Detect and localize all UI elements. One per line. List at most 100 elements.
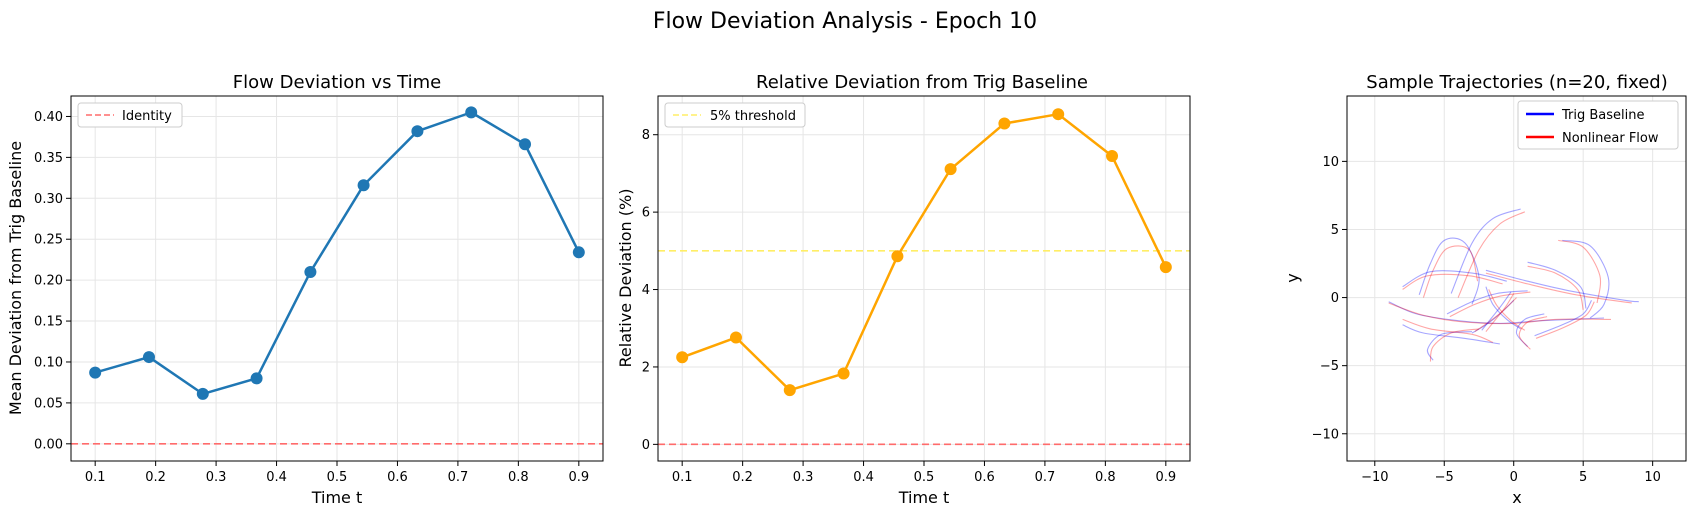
trajectory-line xyxy=(1426,331,1473,361)
trajectory-line xyxy=(1474,297,1517,333)
x-tick-label: 0.7 xyxy=(1035,470,1056,485)
data-point xyxy=(944,163,957,176)
trajectory-line xyxy=(1422,245,1479,298)
y-tick-label: 0.25 xyxy=(34,233,63,248)
trajectory-line xyxy=(1534,300,1592,337)
trajectory-line xyxy=(1402,318,1494,344)
axis-ticks: 0.1 0.2 0.3 0.4 0.5 0.6 0.7 0.8 0.9 0 2 4 6 8 xyxy=(642,128,1176,485)
trajectory-line xyxy=(1527,261,1587,309)
trajectory-line xyxy=(1518,316,1548,350)
panel-title: Flow Deviation vs Time xyxy=(233,72,441,93)
panel-title: Relative Deviation from Trig Baseline xyxy=(756,72,1088,93)
y-tick-label: 4 xyxy=(642,283,650,298)
grid-lines xyxy=(1347,96,1686,461)
y-axis-label: y xyxy=(1283,273,1302,282)
data-point xyxy=(729,331,742,344)
trajectory-line xyxy=(1446,290,1528,315)
trajectory-line xyxy=(1388,301,1605,324)
x-tick-label: 0.5 xyxy=(327,470,348,485)
data-point xyxy=(1052,108,1065,121)
legend-box xyxy=(1517,100,1679,150)
trajectory-line xyxy=(1485,272,1632,304)
y-tick-label: 0.15 xyxy=(34,315,63,330)
x-tick-label: 0.1 xyxy=(85,470,106,485)
x-tick-label: 10 xyxy=(1644,470,1661,485)
series-line xyxy=(681,112,1167,392)
x-tick-label: 0.4 xyxy=(266,470,287,485)
legend-box xyxy=(77,102,183,128)
data-point xyxy=(357,179,370,192)
y-tick-label: −10 xyxy=(1312,427,1339,442)
panel-flow-deviation: Flow Deviation vs Time 0.1 0.2 0.3 0.4 0.5 0.… xyxy=(6,72,604,507)
legend: 5% threshold xyxy=(664,102,806,128)
y-tick-label: 0.40 xyxy=(34,110,63,125)
y-tick-label: 10 xyxy=(1322,155,1339,170)
series-line xyxy=(94,111,580,396)
x-tick-label: 0.4 xyxy=(853,470,874,485)
data-point xyxy=(89,366,102,379)
plot-frame xyxy=(1346,95,1687,462)
y-axis-label: Mean Deviation from Trig Baseline xyxy=(6,141,25,415)
x-tick-label: 0.2 xyxy=(145,470,166,485)
axis-ticks: 0.1 0.2 0.3 0.4 0.5 0.6 0.7 0.8 0.9 0.00 0.05 0.10 0… xyxy=(34,110,589,485)
x-tick-label: 0.6 xyxy=(974,470,995,485)
y-tick-label: 0.35 xyxy=(34,151,63,166)
data-point xyxy=(998,117,1011,130)
panel-sample-trajectories: Sample Trajectories (n=20, fixed) −10 −5 0… xyxy=(1283,72,1687,507)
figure-suptitle: Flow Deviation Analysis - Epoch 10 xyxy=(653,9,1037,34)
trajectory-line xyxy=(1481,291,1512,331)
plot-marks xyxy=(658,108,1190,446)
trajectory-line xyxy=(1488,289,1526,331)
x-tick-label: 0.6 xyxy=(387,470,408,485)
data-point xyxy=(250,372,263,385)
x-tick-label: −5 xyxy=(1435,470,1454,485)
legend-box xyxy=(664,102,806,128)
data-point xyxy=(676,351,689,364)
x-tick-label: 0.1 xyxy=(672,470,693,485)
data-point xyxy=(783,384,796,397)
data-point xyxy=(1159,261,1172,274)
data-point xyxy=(142,351,155,364)
x-tick-label: 0.9 xyxy=(568,470,589,485)
y-tick-label: −5 xyxy=(1320,359,1339,374)
legend: Identity xyxy=(77,102,183,128)
x-tick-label: 0.8 xyxy=(1095,470,1116,485)
y-tick-label: 0.20 xyxy=(34,274,63,289)
trajectory-line xyxy=(1402,270,1507,288)
trajectory-line xyxy=(1450,208,1521,294)
data-point xyxy=(465,106,478,119)
grid-lines xyxy=(71,96,603,461)
panel-relative-deviation: Relative Deviation from Trig Baseline 0.… xyxy=(616,72,1191,507)
data-point xyxy=(411,125,424,138)
x-axis-label: Time t xyxy=(311,488,363,507)
x-tick-label: 0.3 xyxy=(793,470,814,485)
legend: Trig Baseline Nonlinear Flow xyxy=(1517,100,1679,150)
y-tick-label: 8 xyxy=(642,128,650,143)
y-tick-label: 2 xyxy=(642,360,650,375)
trajectory-line xyxy=(1485,293,1515,332)
data-point xyxy=(519,138,532,151)
panel-title: Sample Trajectories (n=20, fixed) xyxy=(1366,72,1667,93)
trajectory-line xyxy=(1471,299,1515,334)
trajectory-line xyxy=(1388,302,1612,325)
trajectory-line xyxy=(1527,265,1584,310)
data-point xyxy=(196,387,209,400)
y-tick-label: 0.05 xyxy=(34,396,63,411)
x-tick-label: 0.8 xyxy=(508,470,529,485)
data-point xyxy=(304,265,317,278)
trajectory-line xyxy=(1402,324,1500,345)
y-tick-label: 0.00 xyxy=(34,437,63,452)
x-tick-label: 0.3 xyxy=(206,470,227,485)
legend-label-trig-baseline: Trig Baseline xyxy=(1561,108,1645,123)
trajectory-line xyxy=(1562,239,1610,319)
trajectory-line xyxy=(1457,211,1526,298)
trajectory-line xyxy=(1418,237,1480,305)
y-tick-label: 0.10 xyxy=(34,355,63,370)
y-tick-label: 6 xyxy=(642,206,650,221)
trajectory-line xyxy=(1515,313,1545,347)
y-tick-label: 0 xyxy=(642,438,650,453)
x-axis-label: x xyxy=(1512,488,1521,507)
trajectory-line xyxy=(1449,291,1531,318)
plot-marks xyxy=(71,106,603,445)
